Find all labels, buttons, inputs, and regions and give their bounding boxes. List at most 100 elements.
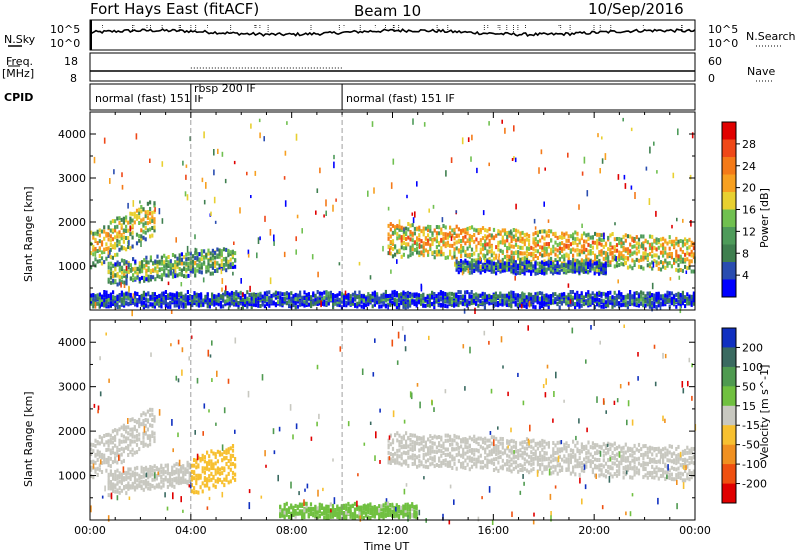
data-cell [499, 262, 502, 267]
data-cell [604, 302, 607, 307]
data-cell [194, 273, 197, 278]
data-cell [571, 300, 574, 305]
data-cell [138, 421, 141, 426]
scatter-cell [269, 277, 272, 285]
data-cell [440, 444, 443, 449]
data-cell [455, 302, 458, 307]
data-cell [398, 461, 401, 466]
data-cell [545, 441, 548, 446]
data-cell [193, 291, 196, 296]
data-cell [373, 295, 376, 300]
data-cell [116, 474, 119, 479]
data-cell [635, 246, 638, 251]
data-cell [211, 248, 214, 253]
data-cell [203, 260, 206, 265]
scatter-cell [126, 273, 128, 278]
data-cell [484, 463, 487, 468]
data-cell [488, 260, 491, 265]
nsky-tick-top: 10^5 [50, 23, 81, 36]
scatter-cell [94, 301, 97, 309]
data-cell [477, 293, 480, 298]
data-cell [583, 244, 586, 249]
scatter-cell [98, 304, 101, 309]
data-cell [470, 437, 474, 442]
data-cell [543, 457, 546, 462]
data-cell [596, 245, 599, 250]
data-cell [464, 265, 467, 270]
data-cell [114, 228, 117, 233]
data-cell [470, 464, 474, 469]
data-cell [433, 228, 436, 233]
data-cell [185, 267, 188, 272]
data-cell [94, 249, 97, 254]
data-cell [655, 291, 658, 296]
data-cell [229, 265, 232, 269]
scatter-cell [649, 146, 651, 154]
data-cell [567, 260, 570, 265]
data-cell [165, 256, 168, 261]
data-cell [402, 229, 405, 234]
data-cell [224, 299, 227, 304]
data-cell [387, 236, 390, 241]
scatter-cell [514, 157, 517, 163]
data-cell [111, 436, 114, 441]
data-cell [190, 477, 193, 482]
data-cell [558, 241, 561, 246]
data-cell [171, 292, 174, 297]
data-cell [138, 277, 141, 282]
data-cell [129, 472, 132, 477]
data-cell [510, 294, 513, 299]
data-cell [668, 235, 671, 240]
data-cell [572, 247, 575, 252]
data-cell [116, 252, 119, 257]
data-cell [394, 451, 397, 456]
data-cell [191, 267, 195, 272]
data-cell [468, 244, 471, 249]
data-cell [457, 227, 460, 232]
scatter-cell [659, 303, 662, 311]
data-cell [111, 228, 114, 233]
data-cell [684, 242, 687, 247]
data-cell [206, 477, 209, 482]
data-cell [156, 254, 159, 259]
data-cell [607, 299, 610, 304]
scatter-cell [225, 285, 227, 291]
data-cell [470, 456, 474, 461]
data-cell [532, 446, 535, 451]
data-cell [149, 207, 152, 211]
data-cell [481, 262, 484, 267]
data-cell [435, 245, 438, 249]
data-cell [218, 251, 221, 256]
data-cell [442, 242, 445, 247]
data-cell [175, 462, 178, 466]
data-cell [435, 296, 438, 301]
data-cell [466, 445, 469, 450]
data-cell [438, 435, 441, 439]
data-cell [620, 292, 623, 297]
data-cell [637, 258, 641, 263]
scatter-cell [656, 307, 658, 311]
data-cell [446, 235, 449, 240]
data-cell [492, 251, 496, 256]
data-cell [446, 447, 449, 452]
data-cell [655, 237, 658, 242]
data-cell [420, 436, 423, 441]
data-cell [508, 467, 511, 472]
data-cell [127, 486, 130, 491]
data-cell [142, 296, 145, 301]
scatter-cell [295, 133, 298, 141]
data-cell [541, 235, 544, 240]
data-cell [662, 294, 665, 299]
data-cell [332, 298, 335, 303]
data-cell [111, 446, 114, 451]
data-cell [470, 238, 474, 243]
data-cell [184, 302, 187, 307]
data-cell [217, 292, 220, 297]
data-cell [613, 237, 616, 242]
data-cell [620, 303, 623, 308]
data-cell [519, 251, 522, 256]
scatter-cell [205, 182, 207, 189]
data-cell [598, 232, 601, 237]
data-cell [123, 476, 126, 481]
data-cell [162, 482, 165, 487]
